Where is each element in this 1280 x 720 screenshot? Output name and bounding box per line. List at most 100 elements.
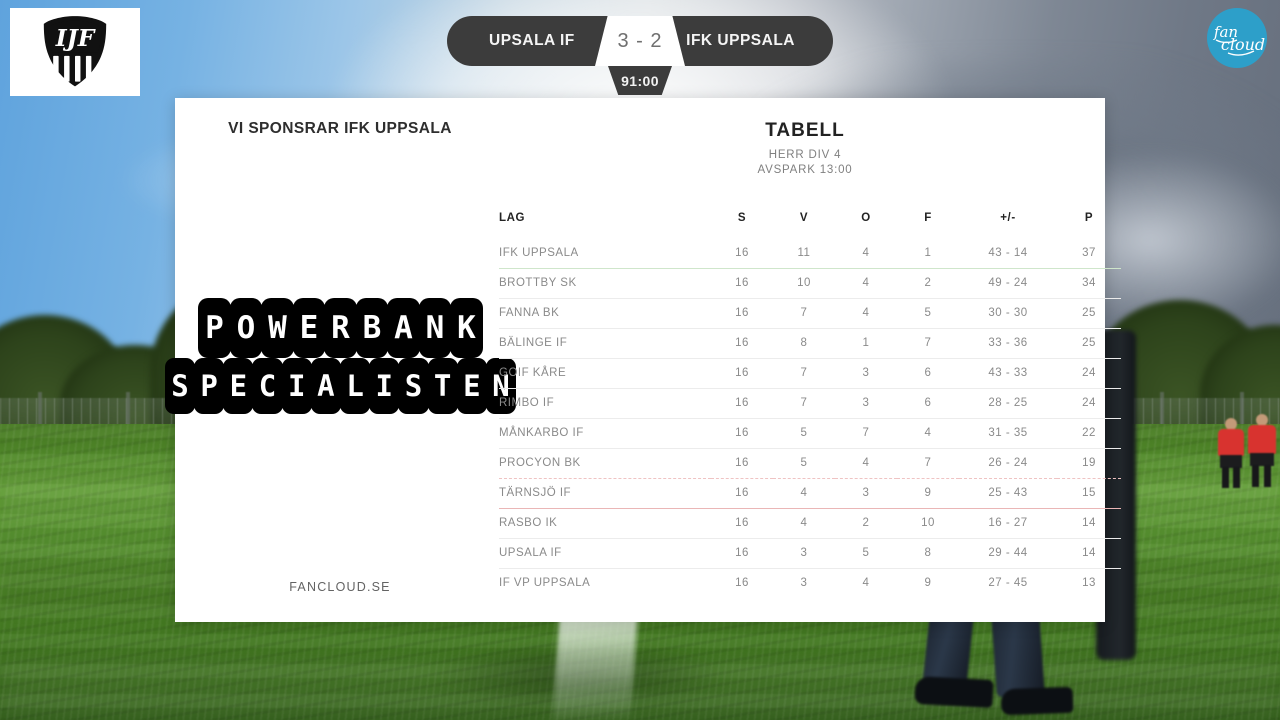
cell-wins: 10 — [773, 268, 835, 299]
cell-goaldiff: 25 - 43 — [959, 478, 1057, 509]
cell-team: UPSALA IF — [499, 538, 711, 569]
fancloud-text-fan: fan — [1213, 23, 1238, 41]
cell-goaldiff: 49 - 24 — [959, 268, 1057, 299]
cell-losses: 2 — [897, 268, 959, 299]
powerbank-char: B — [355, 298, 389, 358]
fence-post — [38, 392, 42, 438]
cell-goaldiff: 33 - 36 — [959, 328, 1057, 359]
cell-played: 16 — [711, 448, 773, 479]
cell-wins: 3 — [773, 538, 835, 569]
cell-team: IFK UPPSALA — [499, 238, 711, 269]
specialisten-char: S — [164, 358, 196, 414]
cell-points: 25 — [1057, 298, 1121, 329]
standings-row: FANNA BK 16 7 4 5 30 - 30 25 — [499, 298, 1121, 329]
cell-team: MÅNKARBO IF — [499, 418, 711, 449]
cell-draws: 4 — [862, 577, 870, 590]
col-header-points: P — [1084, 212, 1094, 224]
cell-points: 19 — [1057, 448, 1121, 479]
cell-goaldiff: 28 - 25 — [959, 388, 1057, 419]
cell-played: 16 — [711, 268, 773, 299]
fence-post — [1160, 392, 1164, 438]
standings-row: PROCYON BK 16 5 4 7 26 - 24 19 — [499, 448, 1121, 479]
cell-played: 16 — [711, 328, 773, 359]
cell-draws: 2 — [835, 508, 897, 539]
cell-played: 16 — [735, 577, 749, 590]
cell-wins: 4 — [773, 478, 835, 509]
cell-points: 24 — [1057, 388, 1121, 419]
standings-row: BROTTBY SK 16 10 4 2 49 - 24 34 — [499, 268, 1121, 299]
cell-team: PROCYON BK — [499, 448, 711, 479]
cell-losses: 4 — [897, 418, 959, 449]
cell-draws: 5 — [835, 538, 897, 569]
specialisten-char: I — [369, 358, 400, 414]
cell-team: BÄLINGE IF — [499, 328, 711, 359]
cell-team: IF VP UPPSALA — [499, 577, 591, 590]
cell-points: 25 — [1057, 328, 1121, 359]
specialisten-char: P — [194, 358, 225, 414]
cell-goaldiff: 29 - 44 — [959, 538, 1057, 569]
cell-points: 14 — [1057, 508, 1121, 539]
standings-row: UPSALA IF 16 3 5 8 29 - 44 14 — [499, 538, 1121, 569]
cell-goaldiff: 43 - 14 — [959, 238, 1057, 269]
specialisten-char: C — [252, 358, 283, 414]
cell-losses: 5 — [897, 298, 959, 329]
cell-played: 16 — [711, 508, 773, 539]
powerbank-char: O — [229, 298, 263, 358]
scoreboard-match-clock: 91:00 — [608, 66, 672, 95]
cell-draws: 1 — [835, 328, 897, 359]
cell-team: GOIF KÅRE — [499, 358, 711, 389]
standings-row: MÅNKARBO IF 16 5 7 4 31 - 35 22 — [499, 418, 1121, 449]
col-header-draws: O — [861, 212, 871, 224]
cell-draws: 4 — [835, 238, 897, 269]
powerbank-char: K — [450, 298, 483, 358]
cell-losses: 6 — [897, 358, 959, 389]
standings-row: BÄLINGE IF 16 8 1 7 33 - 36 25 — [499, 328, 1121, 359]
cell-points: 13 — [1082, 577, 1096, 590]
cell-draws: 4 — [835, 448, 897, 479]
cell-draws: 3 — [835, 358, 897, 389]
powerbank-char: N — [418, 298, 452, 358]
fence-post — [126, 392, 130, 438]
cell-played: 16 — [711, 388, 773, 419]
standings-league: HERR DIV 4 — [768, 149, 842, 161]
standings-column: TABELL HERR DIV 4 AVSPARK 13:00 LAG S V … — [499, 98, 1121, 622]
cell-losses: 7 — [897, 448, 959, 479]
cell-losses: 9 — [897, 478, 959, 509]
cell-wins: 5 — [773, 418, 835, 449]
cell-goaldiff: 43 - 33 — [959, 358, 1057, 389]
cell-points: 24 — [1057, 358, 1121, 389]
cell-goaldiff: 27 - 45 — [988, 577, 1028, 590]
cell-wins: 4 — [773, 508, 835, 539]
cell-losses: 1 — [897, 238, 959, 269]
svg-text:IJF: IJF — [55, 24, 96, 52]
cell-team: TÄRNSJÖ IF — [499, 478, 711, 509]
scoreboard-score: 3 - 2 — [595, 16, 685, 66]
specialisten-char: S — [398, 358, 429, 414]
cell-goaldiff: 26 - 24 — [959, 448, 1057, 479]
cell-played: 16 — [711, 418, 773, 449]
specialisten-char: E — [223, 358, 254, 414]
cell-draws: 3 — [835, 478, 897, 509]
standings-row: IFK UPPSALA 16 11 4 1 43 - 14 37 — [499, 238, 1121, 269]
cell-losses: 8 — [897, 538, 959, 569]
cell-wins: 7 — [773, 388, 835, 419]
specialisten-char: A — [310, 358, 341, 414]
cell-played: 16 — [711, 478, 773, 509]
sponsor-footer-url: FANCLOUD.SE — [289, 580, 391, 594]
cell-draws: 4 — [835, 268, 897, 299]
cell-points: 37 — [1057, 238, 1121, 269]
specialisten-char: L — [340, 358, 371, 414]
cell-draws: 4 — [835, 298, 897, 329]
standings-row: TÄRNSJÖ IF 16 4 3 9 25 - 43 15 — [499, 478, 1121, 509]
player-red — [1248, 414, 1276, 488]
specialisten-char: E — [456, 358, 487, 414]
sponsor-heading: VI SPONSRAR IFK UPPSALA — [228, 120, 452, 137]
cell-team: RIMBO IF — [499, 388, 711, 419]
cell-team: FANNA BK — [499, 298, 711, 329]
col-header-wins: V — [799, 212, 809, 224]
ifk-uppsala-crest-icon: IJF — [43, 16, 107, 87]
